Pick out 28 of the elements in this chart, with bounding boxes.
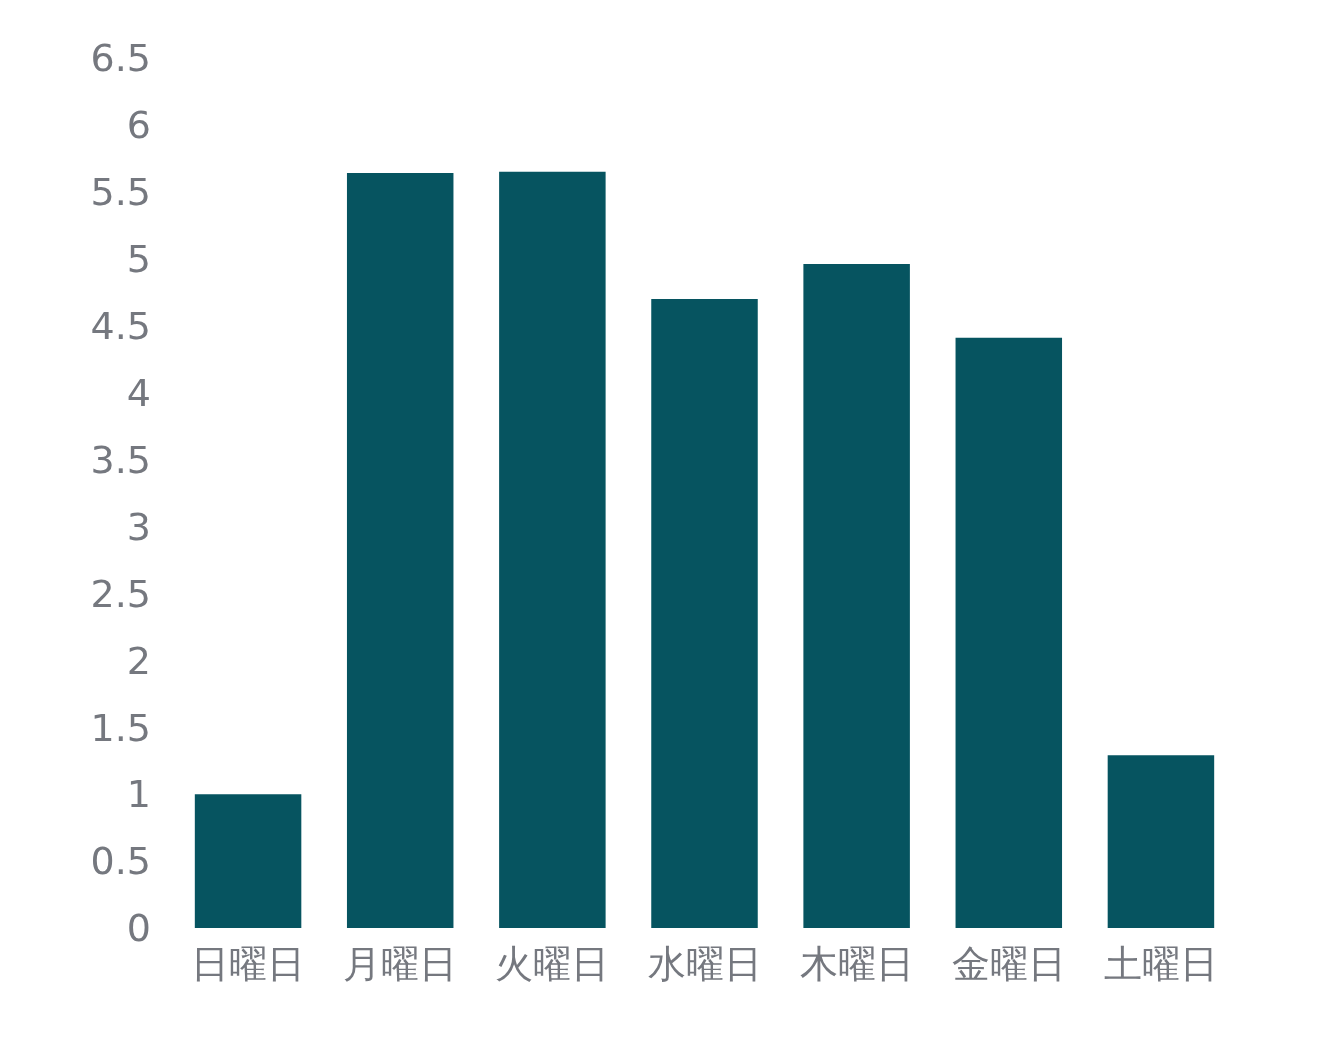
y-tick-label: 2.5	[90, 571, 151, 616]
y-tick-label: 0.5	[90, 839, 151, 884]
bar	[499, 171, 606, 928]
bar	[194, 794, 302, 928]
bar	[955, 337, 1063, 928]
y-tick-label: 6.5	[90, 36, 151, 81]
bar	[346, 173, 454, 928]
y-tick-label: 2	[126, 638, 151, 683]
y-tick-label: 6	[126, 103, 151, 148]
x-tick-label: 木曜日	[799, 942, 914, 986]
x-tick-label: 日曜日	[191, 942, 306, 986]
x-tick-label: 水曜日	[647, 942, 762, 986]
y-tick-label: 4.5	[90, 303, 151, 348]
y-tick-label: 0	[126, 906, 151, 951]
x-tick-label: 火曜日	[495, 942, 610, 986]
y-tick-label: 4	[126, 370, 151, 415]
y-tick-label: 5	[126, 237, 151, 282]
bar	[1107, 755, 1215, 928]
y-tick-label: 3.5	[90, 437, 151, 482]
y-tick-label: 3	[126, 504, 151, 549]
bar	[651, 298, 758, 928]
y-tick-label: 1	[126, 772, 151, 817]
x-tick-label: 金曜日	[951, 942, 1066, 986]
x-tick-label: 土曜日	[1103, 942, 1218, 986]
y-tick-label: 1.5	[90, 705, 151, 750]
y-tick-label: 5.5	[90, 170, 151, 215]
x-tick-label: 月曜日	[343, 942, 458, 986]
bar	[803, 264, 910, 928]
